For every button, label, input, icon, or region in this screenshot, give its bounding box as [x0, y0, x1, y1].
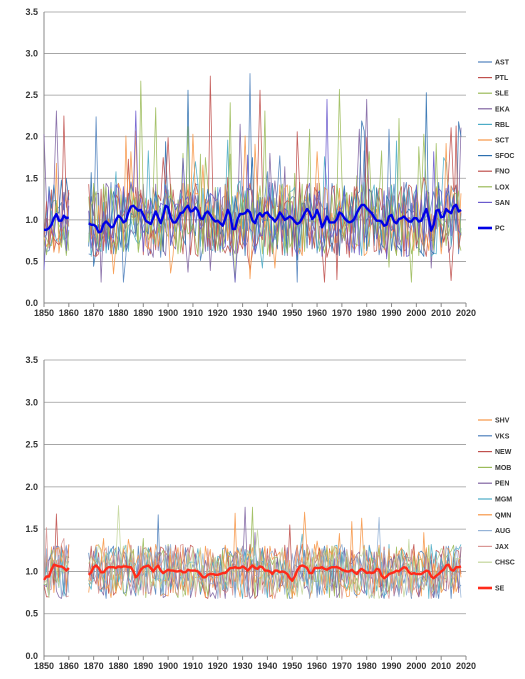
- legend-label-new: NEW: [495, 449, 512, 456]
- y-tick-label: 0.0: [25, 298, 38, 308]
- legend: AST PTL SLE EKA RBL SCT SFOC FNO LOX SAN PC: [478, 60, 514, 233]
- legend-label-rbl: RBL: [495, 122, 510, 129]
- x-tick-label: 1900: [158, 661, 178, 671]
- x-tick-label: 1910: [183, 661, 203, 671]
- x-tick-label: 1920: [208, 308, 228, 318]
- x-tick-label: 1930: [233, 308, 253, 318]
- x-tick-label: 1850: [34, 661, 54, 671]
- x-tick-label: 1970: [332, 308, 352, 318]
- legend-label-chsc: CHSC: [495, 560, 515, 567]
- legend-label-pc: PC: [495, 226, 505, 233]
- legend-label-mgm: MGM: [495, 497, 512, 504]
- series-line-lox: [43, 80, 462, 283]
- x-tick-label: 1900: [158, 308, 178, 318]
- pacific-coast-chart: 0.0 0.5 1.0 1.5 2.0 2.5 3.0 3.5 1850 1860 1870 1880…: [25, 7, 514, 318]
- x-tick-label: 1870: [84, 661, 104, 671]
- y-tick-label: 1.0: [25, 566, 38, 576]
- legend-label-mob: MOB: [495, 465, 511, 472]
- legend-label-fno: FNO: [495, 169, 510, 176]
- y-tick-label: 1.0: [25, 215, 38, 225]
- legend-label-lox: LOX: [495, 184, 510, 191]
- y-tick-label: 0.5: [25, 609, 38, 619]
- legend-label-shv: SHV: [495, 418, 510, 425]
- x-tick-label: 2010: [431, 308, 451, 318]
- series-group: [43, 505, 462, 599]
- y-tick-label: 0.5: [25, 256, 38, 266]
- x-tick-label: 2000: [406, 661, 426, 671]
- x-tick-label: 1890: [133, 308, 153, 318]
- series-group: [43, 73, 462, 283]
- x-tick-label: 2020: [456, 661, 476, 671]
- legend-label-sfoc: SFOC: [495, 153, 514, 160]
- legend: SHV VKS NEW MOB PEN MGM QMN AUG JAX CHSC SE: [478, 418, 515, 593]
- y-tick-label: 3.0: [25, 397, 38, 407]
- y-tick-label: 0.0: [25, 651, 38, 661]
- x-tick-label: 1970: [332, 661, 352, 671]
- legend-label-ptl: PTL: [495, 75, 509, 82]
- x-tick-label: 1850: [34, 308, 54, 318]
- x-tick-label: 2020: [456, 308, 476, 318]
- x-tick-label: 1980: [357, 661, 377, 671]
- y-tick-label: 2.5: [25, 440, 38, 450]
- legend-label-jax: JAX: [495, 544, 509, 551]
- legend-label-se: SE: [495, 586, 505, 593]
- y-tick-label: 2.0: [25, 482, 38, 492]
- series-line-se: [43, 563, 462, 582]
- legend-label-qmn: QMN: [495, 512, 511, 519]
- southeast-chart: 0.0 0.5 1.0 1.5 2.0 2.5 3.0 3.5 1850 1860 1870 1880…: [25, 355, 515, 671]
- legend-label-sle: SLE: [495, 91, 509, 98]
- x-tick-label: 1860: [59, 661, 79, 671]
- x-tick-label: 1860: [59, 308, 79, 318]
- x-tick-label: 1990: [382, 661, 402, 671]
- x-tick-label: 1920: [208, 661, 228, 671]
- y-tick-label: 3.5: [25, 7, 38, 17]
- series-line-fno: [43, 115, 462, 283]
- x-tick-label: 1940: [257, 661, 277, 671]
- series-line-pc: [44, 203, 462, 234]
- y-tick-label: 2.0: [25, 132, 38, 142]
- legend-label-san: SAN: [495, 200, 510, 207]
- x-tick-label: 1930: [233, 661, 253, 671]
- x-tick-label: 1960: [307, 661, 327, 671]
- x-tick-label: 1870: [84, 308, 104, 318]
- x-tick-label: 1910: [183, 308, 203, 318]
- x-tick-label: 1880: [108, 308, 128, 318]
- x-tick-label: 1980: [357, 308, 377, 318]
- legend-label-vks: VKS: [495, 433, 510, 440]
- legend-label-ast: AST: [495, 60, 510, 67]
- y-tick-label: 1.5: [25, 173, 38, 183]
- legend-label-pen: PEN: [495, 481, 509, 488]
- legend-label-aug: AUG: [495, 528, 511, 535]
- x-tick-label: 1990: [382, 308, 402, 318]
- y-tick-label: 2.5: [25, 90, 38, 100]
- x-tick-label: 1950: [282, 308, 302, 318]
- x-tick-label: 1890: [133, 661, 153, 671]
- y-tick-label: 3.5: [25, 355, 38, 365]
- x-tick-label: 1880: [108, 661, 128, 671]
- x-tick-label: 1940: [257, 308, 277, 318]
- x-tick-label: 2010: [431, 661, 451, 671]
- y-tick-label: 3.0: [25, 49, 38, 59]
- x-tick-label: 1950: [282, 661, 302, 671]
- y-tick-label: 1.5: [25, 524, 38, 534]
- x-tick-label: 1960: [307, 308, 327, 318]
- series-line-jax: [43, 527, 462, 599]
- legend-label-eka: EKA: [495, 106, 510, 113]
- x-tick-label: 2000: [406, 308, 426, 318]
- legend-label-sct: SCT: [495, 138, 510, 145]
